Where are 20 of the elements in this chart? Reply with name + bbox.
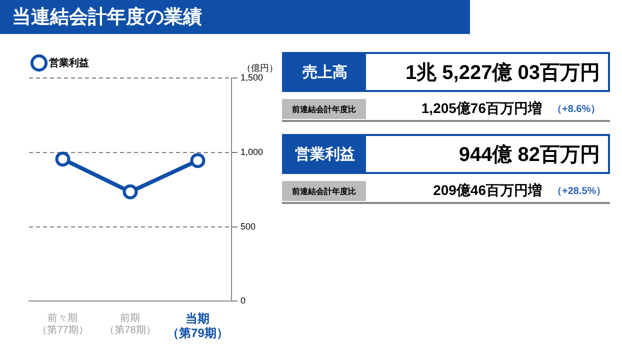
legend-label: 営業利益 (49, 56, 89, 69)
text: （+8.6%） (552, 103, 602, 116)
x-tick-label: 当期（第79期） (167, 312, 228, 340)
text: 売上高 (302, 62, 348, 82)
text: 1,205億76百万円増 (420, 100, 543, 118)
text: （+28.5%） (552, 185, 608, 198)
text: 209億46百万円増 (432, 182, 543, 200)
text: 前連結会計年度比 (282, 99, 366, 119)
text: 営業利益 (294, 144, 356, 164)
y-tick-label: 1,000 (240, 146, 264, 157)
x-tick-label: 前々期（第77期） (37, 312, 88, 336)
text: 944億 82百万円 (366, 136, 608, 172)
y-tick-label: 500 (240, 221, 256, 232)
x-tick-label: 前期（第78期） (104, 312, 156, 336)
chart-title: 当連結会計年度の業績 (0, 0, 470, 34)
text: 1兆 5,227億 03百万円 (366, 54, 608, 90)
y-tick-label: 1,500 (240, 72, 264, 82)
y-axis-title: （億円） (242, 62, 278, 74)
y-tick-label: 0 (240, 296, 246, 306)
text: 前連結会計年度比 (282, 181, 366, 201)
